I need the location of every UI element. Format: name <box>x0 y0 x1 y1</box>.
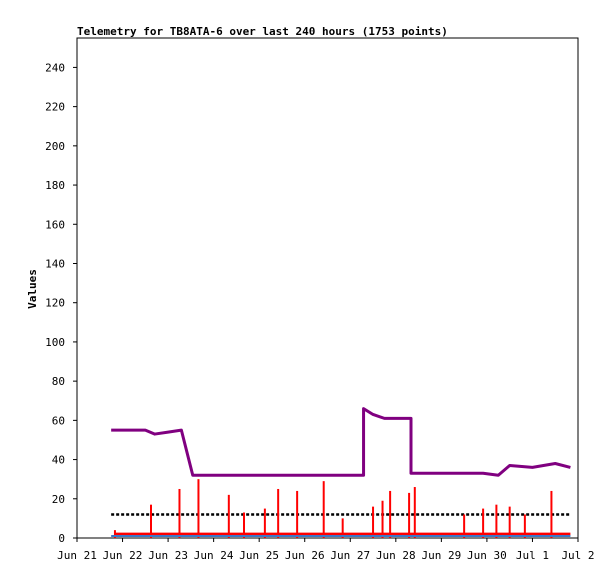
y-tick-label: 140 <box>45 257 65 270</box>
y-tick-label: 160 <box>45 218 65 231</box>
x-tick-label: Jun 27 <box>330 549 370 562</box>
plot-series <box>111 407 571 538</box>
x-tick-label: Jun 22 <box>103 549 143 562</box>
x-tick-label: Jun 29 <box>421 549 461 562</box>
x-axis: Jun 21 Jun 22 Jun 23 Jun 24 Jun 25 Jun 26 Jun … <box>57 538 595 562</box>
chart-title: Telemetry for TB8ATA-6 over last 240 hou… <box>77 25 448 38</box>
y-tick-label: 60 <box>52 414 65 427</box>
y-tick-label: 0 <box>58 532 65 545</box>
x-tick-label: Jun 21 <box>57 549 97 562</box>
y-tick-label: 180 <box>45 179 65 192</box>
y-tick-label: 20 <box>52 493 65 506</box>
x-tick-label: Jun 30 <box>467 549 507 562</box>
x-tick-label: Jun 23 <box>148 549 188 562</box>
x-tick-label: Jul 2 <box>561 549 594 562</box>
y-tick-label: 40 <box>52 454 65 467</box>
x-tick-label: Jun 24 <box>194 549 234 562</box>
y-tick-label: 200 <box>45 140 65 153</box>
x-tick-label: Jul 1 <box>516 549 549 562</box>
y-axis-label: Values <box>26 269 39 309</box>
y-tick-label: 240 <box>45 61 65 74</box>
y-tick-label: 100 <box>45 336 65 349</box>
y-tick-label: 220 <box>45 101 65 114</box>
x-tick-label: Jun 28 <box>376 549 416 562</box>
plot-frame <box>76 37 579 539</box>
x-tick-label: Jun 26 <box>285 549 325 562</box>
y-tick-label: 120 <box>45 297 65 310</box>
x-tick-label: Jun 25 <box>239 549 279 562</box>
y-tick-label: 80 <box>52 375 65 388</box>
series-purple-line <box>111 407 571 477</box>
y-axis: 0 20 40 60 80 100 120 140 160 180 200 220 240 <box>45 61 77 545</box>
